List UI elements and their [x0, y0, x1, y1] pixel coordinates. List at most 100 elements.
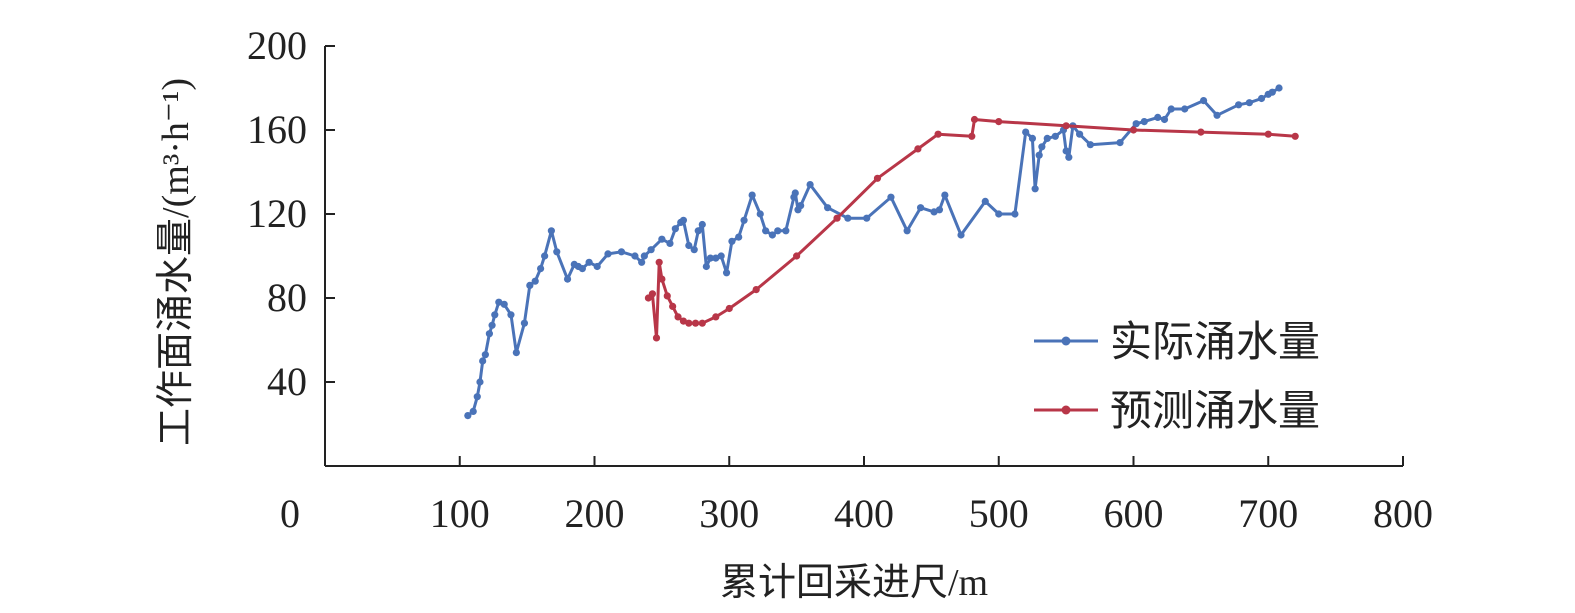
- data-point: [666, 239, 674, 247]
- data-point: [1160, 115, 1169, 124]
- data-point: [1051, 132, 1059, 140]
- data-point: [1291, 132, 1299, 140]
- x-tick-label: 700: [1238, 491, 1298, 536]
- data-point: [500, 300, 508, 308]
- data-point: [774, 227, 782, 235]
- data-point: [791, 189, 799, 197]
- data-point: [1028, 134, 1037, 142]
- series-line-0: [466, 86, 1280, 417]
- data-point: [585, 258, 593, 266]
- y-axis-title: 工作面涌水量/(m³·h⁻¹): [155, 78, 197, 446]
- data-point: [690, 246, 698, 254]
- legend-label-1: 预测涌水量: [1110, 386, 1320, 435]
- data-point: [833, 214, 841, 222]
- data-point: [1245, 99, 1253, 107]
- data-point: [1011, 210, 1019, 218]
- data-point: [640, 252, 648, 260]
- data-point: [652, 334, 661, 342]
- data-point: [1213, 111, 1221, 119]
- y-tick-group: 40 80 120 160 200: [247, 23, 335, 404]
- data-point: [1035, 151, 1043, 159]
- data-point: [793, 252, 801, 260]
- data-point: [1257, 94, 1266, 103]
- y-tick-label: 80: [267, 275, 307, 320]
- data-point: [1154, 113, 1162, 121]
- x-tick-label: 200: [565, 491, 625, 536]
- data-point: [1197, 128, 1205, 136]
- data-point: [655, 258, 663, 266]
- y-tick-label: 120: [247, 191, 307, 236]
- data-point: [934, 130, 942, 138]
- data-point: [531, 277, 539, 285]
- data-point: [1167, 105, 1175, 113]
- data-point: [916, 204, 925, 212]
- data-point: [1275, 84, 1283, 92]
- legend-marker-0: [1061, 336, 1071, 346]
- data-point: [712, 313, 720, 321]
- x-tick-label: 300: [699, 491, 759, 536]
- data-point: [995, 210, 1003, 218]
- data-point: [728, 237, 736, 245]
- data-point: [578, 265, 586, 273]
- data-point: [806, 181, 814, 189]
- data-point: [863, 214, 871, 222]
- data-point: [1065, 153, 1073, 161]
- data-point: [553, 248, 561, 256]
- data-point: [520, 319, 529, 327]
- data-point: [481, 351, 489, 359]
- data-point: [671, 225, 679, 233]
- data-point: [722, 269, 731, 277]
- data-point: [935, 206, 944, 214]
- data-point: [541, 252, 549, 260]
- data-point: [740, 216, 748, 224]
- data-point: [491, 311, 499, 319]
- data-point: [968, 132, 976, 140]
- data-point: [663, 292, 671, 300]
- data-point: [547, 227, 555, 235]
- data-point: [1116, 139, 1124, 147]
- data-point: [1076, 130, 1084, 138]
- data-point: [797, 202, 805, 210]
- data-point: [725, 304, 733, 313]
- data-point: [717, 252, 725, 260]
- data-point: [930, 208, 938, 216]
- x-tick-label: 0: [280, 491, 300, 536]
- data-point: [526, 281, 534, 289]
- data-point: [691, 319, 700, 327]
- data-point: [712, 254, 720, 262]
- data-point: [485, 330, 493, 338]
- data-point: [970, 115, 979, 124]
- data-point: [488, 321, 496, 329]
- data-point: [1043, 134, 1051, 142]
- data-point: [495, 298, 503, 306]
- data-point: [1140, 118, 1148, 126]
- data-point: [844, 214, 852, 222]
- data-point: [617, 248, 626, 256]
- data-point: [782, 227, 790, 235]
- data-point: [674, 313, 682, 321]
- series-group: [464, 84, 1299, 420]
- data-point: [941, 191, 949, 199]
- data-point: [873, 174, 882, 182]
- data-point: [756, 210, 764, 218]
- data-point: [473, 393, 481, 401]
- data-point: [752, 286, 760, 294]
- data-point: [685, 319, 693, 327]
- data-point: [512, 349, 520, 357]
- y-tick-label: 40: [267, 359, 307, 404]
- data-point: [669, 302, 677, 310]
- data-point: [887, 193, 895, 201]
- data-point: [658, 235, 666, 243]
- data-point: [679, 317, 688, 325]
- data-point: [1235, 101, 1243, 109]
- data-point: [679, 216, 688, 224]
- data-point: [648, 290, 657, 298]
- data-point: [1062, 147, 1070, 155]
- data-point: [1199, 97, 1208, 105]
- data-point: [1129, 126, 1138, 134]
- data-point: [537, 265, 545, 273]
- data-point: [762, 227, 770, 235]
- data-point: [631, 252, 639, 260]
